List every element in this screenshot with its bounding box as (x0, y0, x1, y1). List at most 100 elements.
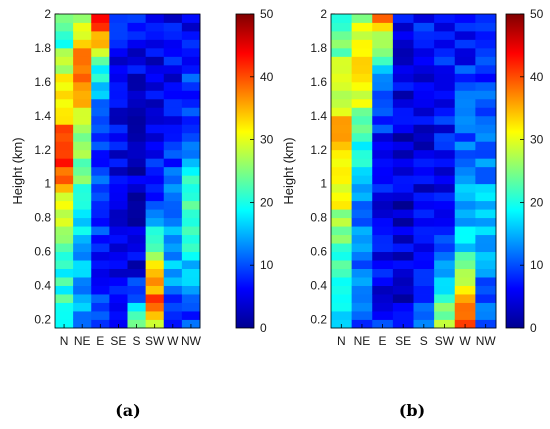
heatmap-cell (331, 260, 353, 269)
heatmap-cell (434, 73, 456, 83)
heatmap-cell (181, 226, 201, 236)
heatmap-cell (91, 175, 110, 185)
heatmap-cell (413, 226, 435, 236)
heatmap-cell (181, 98, 201, 108)
heatmap-cell (55, 64, 74, 74)
heatmap-cell (127, 234, 147, 244)
heatmap-cell (351, 243, 373, 253)
heatmap-cell (55, 268, 74, 278)
heatmap-cell (372, 124, 394, 134)
y-tick-label: 0.8 (34, 211, 51, 225)
heatmap-cell (454, 234, 476, 244)
heatmap-cell (475, 90, 497, 100)
heatmap-cell (73, 183, 92, 193)
heatmap-cell (109, 294, 128, 303)
heatmap-cell (454, 319, 476, 329)
heatmap-cell (145, 14, 165, 23)
heatmap-cell (331, 294, 353, 303)
panel-b-ylabel: Height (km) (281, 137, 296, 204)
heatmap-cell (127, 141, 147, 151)
heatmap-cell (109, 132, 128, 142)
heatmap-cell (109, 311, 128, 320)
heatmap-cell (434, 39, 456, 49)
heatmap-cell (163, 260, 183, 269)
heatmap-cell (351, 98, 373, 108)
heatmap-cell (91, 22, 110, 32)
x-tick-label: NW (476, 334, 497, 348)
heatmap-cell (372, 22, 394, 32)
heatmap-cell (372, 302, 394, 312)
heatmap-cell (434, 217, 456, 227)
heatmap-cell (91, 64, 110, 74)
heatmap-cell (372, 149, 394, 159)
heatmap-cell (55, 14, 74, 23)
heatmap-cell (331, 132, 353, 142)
heatmap-cell (73, 192, 92, 202)
panel-b: Height (km) 0.2 0.4 0.6 0.8 1 1.2 1.4 1.6 1.8 2 N… (281, 7, 544, 420)
heatmap-cell (434, 115, 456, 125)
heatmap-cell (109, 158, 128, 168)
heatmap-cell (434, 149, 456, 159)
heatmap-cell (91, 56, 110, 66)
heatmap-cell (392, 234, 414, 244)
heatmap-cell (475, 149, 497, 159)
heatmap-cell (73, 124, 92, 134)
heatmap-cell (181, 294, 201, 303)
heatmap-cell (163, 183, 183, 193)
heatmap-cell (331, 81, 353, 91)
heatmap-cell (454, 183, 476, 193)
heatmap-cell (163, 243, 183, 253)
heatmap-cell (73, 158, 92, 168)
heatmap-cell (372, 311, 394, 320)
heatmap-cell (475, 64, 497, 74)
heatmap-cell (145, 115, 165, 125)
heatmap-cell (413, 115, 435, 125)
heatmap-cell (413, 47, 435, 57)
heatmap-cell (73, 132, 92, 142)
heatmap-cell (372, 30, 394, 40)
heatmap-cell (145, 183, 165, 193)
heatmap-cell (454, 226, 476, 236)
heatmap-cell (434, 285, 456, 295)
heatmap-cell (181, 311, 201, 320)
heatmap-cell (91, 319, 110, 329)
heatmap-cell (454, 243, 476, 253)
heatmap-cell (181, 234, 201, 244)
heatmap-cell (73, 141, 92, 151)
heatmap-cell (163, 22, 183, 32)
heatmap-cell (127, 81, 147, 91)
panel-b-y-ticks: 0.2 0.4 0.6 0.8 1 1.2 1.4 1.6 1.8 2 (310, 7, 335, 327)
heatmap-cell (181, 260, 201, 269)
colorbar-tick-label: 20 (530, 195, 544, 209)
heatmap-cell (331, 319, 353, 329)
heatmap-cell (454, 107, 476, 117)
heatmap-cell (331, 166, 353, 176)
heatmap-cell (73, 115, 92, 125)
heatmap-cell (392, 132, 414, 142)
heatmap-cell (109, 81, 128, 91)
heatmap-cell (413, 90, 435, 100)
heatmap-cell (55, 200, 74, 210)
heatmap-cell (351, 141, 373, 151)
heatmap-cell (454, 73, 476, 83)
heatmap-cell (434, 200, 456, 210)
heatmap-cell (91, 30, 110, 40)
heatmap-cell (109, 319, 128, 329)
heatmap-cell (73, 226, 92, 236)
heatmap-cell (454, 311, 476, 320)
heatmap-cell (145, 90, 165, 100)
heatmap-cell (91, 39, 110, 49)
heatmap-cell (392, 251, 414, 261)
heatmap-cell (127, 64, 147, 74)
heatmap-cell (145, 209, 165, 219)
colorbar-tick-label: 20 (260, 195, 274, 209)
heatmap-cell (181, 115, 201, 125)
heatmap-cell (331, 175, 353, 185)
heatmap-cell (145, 39, 165, 49)
heatmap-cell (145, 98, 165, 108)
heatmap-cell (351, 158, 373, 168)
heatmap-cell (454, 294, 476, 303)
heatmap-cell (434, 302, 456, 312)
heatmap-cell (331, 311, 353, 320)
heatmap-cell (372, 243, 394, 253)
